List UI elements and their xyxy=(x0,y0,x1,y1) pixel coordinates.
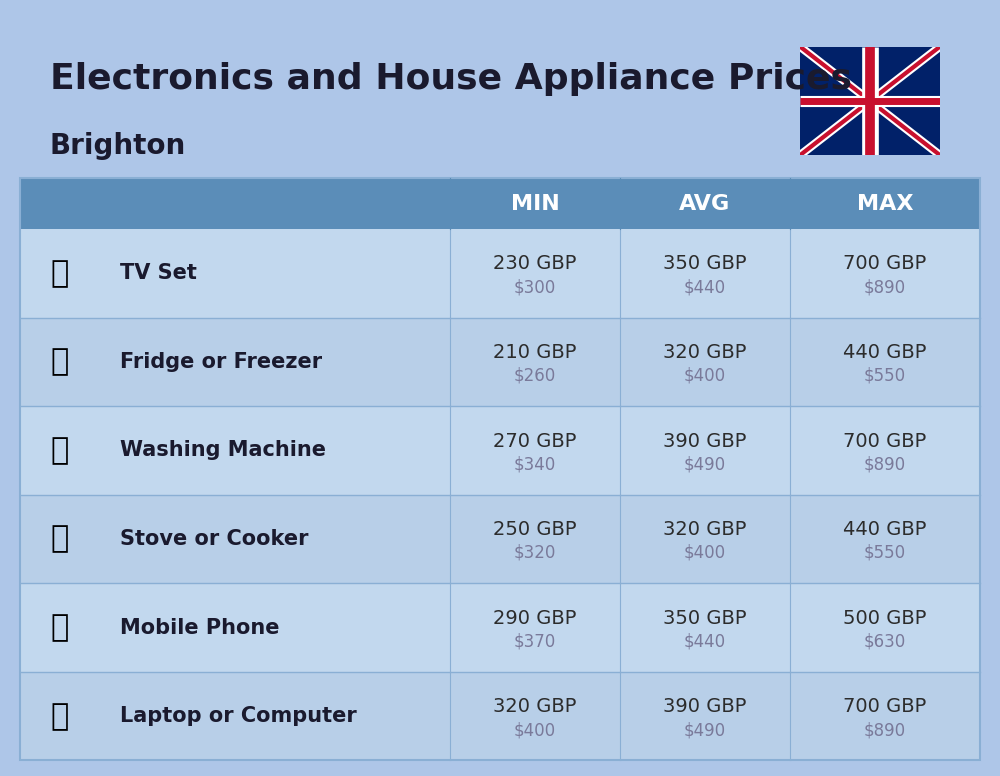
Text: 390 GBP: 390 GBP xyxy=(663,431,747,451)
Text: $400: $400 xyxy=(514,721,556,740)
Text: $490: $490 xyxy=(684,456,726,473)
Text: Laptop or Computer: Laptop or Computer xyxy=(120,706,357,726)
Text: $890: $890 xyxy=(864,456,906,473)
Text: MAX: MAX xyxy=(857,194,913,213)
Text: 700 GBP: 700 GBP xyxy=(843,431,927,451)
Text: $400: $400 xyxy=(684,367,726,385)
Text: $440: $440 xyxy=(684,632,726,650)
Text: $400: $400 xyxy=(684,544,726,562)
Text: $300: $300 xyxy=(514,278,556,296)
Text: $320: $320 xyxy=(514,544,556,562)
Text: $890: $890 xyxy=(864,721,906,740)
Text: 210 GBP: 210 GBP xyxy=(493,343,577,362)
Text: 250 GBP: 250 GBP xyxy=(493,520,577,539)
Text: TV Set: TV Set xyxy=(120,263,197,283)
Text: 700 GBP: 700 GBP xyxy=(843,255,927,273)
Text: AVG: AVG xyxy=(679,194,731,213)
Text: 320 GBP: 320 GBP xyxy=(663,343,747,362)
Text: MIN: MIN xyxy=(511,194,559,213)
Text: 320 GBP: 320 GBP xyxy=(663,520,747,539)
Text: 440 GBP: 440 GBP xyxy=(843,520,927,539)
Text: $890: $890 xyxy=(864,278,906,296)
Text: 290 GBP: 290 GBP xyxy=(493,609,577,628)
Text: 💻: 💻 xyxy=(51,702,69,731)
Text: $260: $260 xyxy=(514,367,556,385)
Text: 🧊: 🧊 xyxy=(51,348,69,376)
Text: Brighton: Brighton xyxy=(50,132,186,160)
Text: $630: $630 xyxy=(864,632,906,650)
Text: $340: $340 xyxy=(514,456,556,473)
Text: 270 GBP: 270 GBP xyxy=(493,431,577,451)
Text: 500 GBP: 500 GBP xyxy=(843,609,927,628)
Text: $550: $550 xyxy=(864,367,906,385)
Text: 350 GBP: 350 GBP xyxy=(663,255,747,273)
Text: $370: $370 xyxy=(514,632,556,650)
Text: 700 GBP: 700 GBP xyxy=(843,698,927,716)
Text: 🫧: 🫧 xyxy=(51,436,69,465)
Text: 📱: 📱 xyxy=(51,613,69,642)
Text: Stove or Cooker: Stove or Cooker xyxy=(120,529,308,549)
Text: Fridge or Freezer: Fridge or Freezer xyxy=(120,352,322,372)
Text: 390 GBP: 390 GBP xyxy=(663,698,747,716)
Text: $550: $550 xyxy=(864,544,906,562)
Text: 350 GBP: 350 GBP xyxy=(663,609,747,628)
Text: 📺: 📺 xyxy=(51,258,69,288)
Text: 230 GBP: 230 GBP xyxy=(493,255,577,273)
Text: $440: $440 xyxy=(684,278,726,296)
Text: 🔥: 🔥 xyxy=(51,525,69,553)
Text: Mobile Phone: Mobile Phone xyxy=(120,618,280,638)
Text: 440 GBP: 440 GBP xyxy=(843,343,927,362)
Text: Washing Machine: Washing Machine xyxy=(120,441,326,460)
Text: Electronics and House Appliance Prices: Electronics and House Appliance Prices xyxy=(50,62,852,96)
Text: 320 GBP: 320 GBP xyxy=(493,698,577,716)
Text: $490: $490 xyxy=(684,721,726,740)
